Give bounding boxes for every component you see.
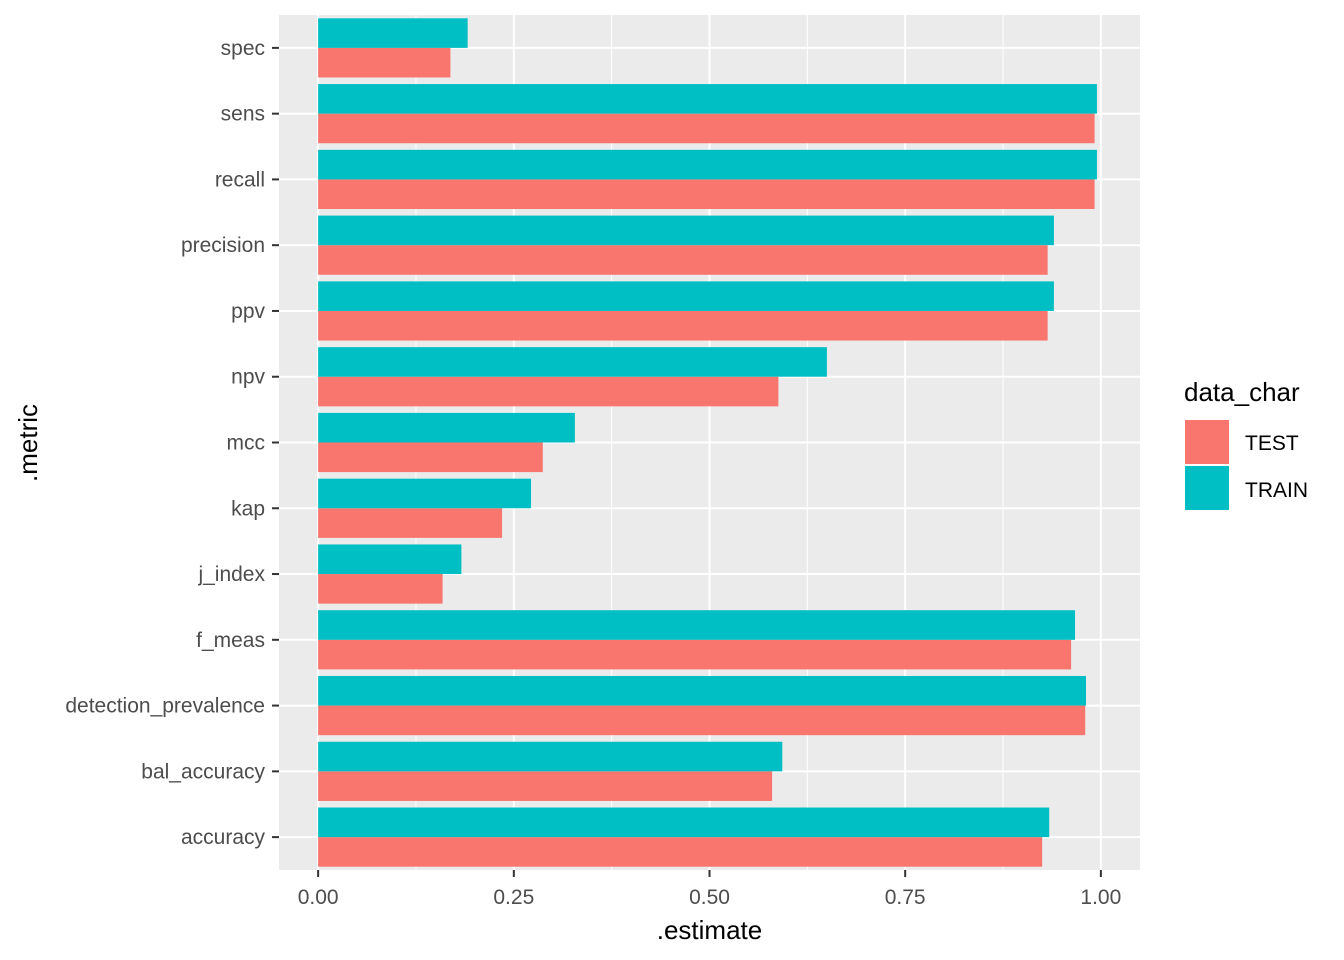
bar-test-ppv: [318, 310, 1048, 341]
y-axis-title: .metric: [13, 404, 43, 482]
bar-train-mcc: [318, 412, 575, 443]
bar-test-recall: [318, 179, 1095, 210]
bar-train-f-meas: [318, 610, 1076, 640]
bar-test-kap: [318, 508, 503, 538]
bar-train-j-index: [318, 544, 462, 575]
bar-train-bal-accuracy: [318, 741, 783, 772]
bar-train-kap: [318, 478, 532, 509]
bar-test-spec: [318, 47, 451, 78]
x-tick-label: 0.50: [689, 886, 730, 909]
bar-test-npv: [318, 376, 779, 407]
legend: data_char TEST TRAIN: [1184, 377, 1308, 510]
y-tick-label: recall: [215, 168, 265, 191]
y-axis: accuracy bal_accuracy detection_prevalence…: [65, 37, 279, 849]
bar-test-detection-prevalence: [318, 705, 1086, 736]
legend-title: data_char: [1184, 377, 1300, 407]
y-tick-label: mcc: [227, 432, 266, 455]
bar-train-detection-prevalence: [318, 675, 1086, 706]
bar-test-precision: [318, 245, 1048, 275]
bar-test-accuracy: [318, 837, 1043, 867]
legend-key-train: [1185, 466, 1229, 510]
bar-train-accuracy: [318, 807, 1050, 838]
bar-train-sens: [318, 84, 1097, 114]
y-tick-label: bal_accuracy: [141, 760, 265, 783]
y-tick-label: spec: [221, 37, 265, 60]
y-tick-label: f_meas: [196, 629, 265, 652]
bar-train-precision: [318, 215, 1054, 246]
x-axis: 0.00 0.25 0.50 0.75 1.00: [298, 870, 1121, 909]
bar-test-bal-accuracy: [318, 771, 773, 801]
bar-test-j-index: [318, 574, 443, 604]
y-tick-label: accuracy: [181, 826, 266, 849]
bar-train-npv: [318, 347, 827, 377]
y-tick-label: j_index: [197, 563, 265, 586]
bar-train-recall: [318, 149, 1097, 180]
x-tick-label: 0.25: [493, 886, 534, 909]
y-tick-label: kap: [231, 497, 265, 520]
bar-test-sens: [318, 113, 1095, 144]
legend-key-test: [1185, 420, 1229, 464]
y-tick-label: precision: [181, 234, 265, 257]
x-tick-label: 0.75: [885, 886, 926, 909]
x-tick-label: 1.00: [1080, 886, 1121, 909]
legend-label-test: TEST: [1245, 432, 1299, 455]
x-axis-title: .estimate: [657, 915, 763, 945]
y-tick-label: detection_prevalence: [65, 695, 265, 718]
bar-train-ppv: [318, 281, 1054, 311]
bar-train-spec: [318, 18, 468, 48]
y-tick-label: npv: [231, 366, 265, 389]
bar-test-f-meas: [318, 639, 1072, 670]
y-tick-label: ppv: [231, 300, 265, 323]
bar-test-mcc: [318, 442, 543, 473]
x-tick-label: 0.00: [298, 886, 339, 909]
y-tick-label: sens: [221, 103, 265, 126]
legend-label-train: TRAIN: [1245, 479, 1308, 502]
bars: [318, 18, 1097, 867]
